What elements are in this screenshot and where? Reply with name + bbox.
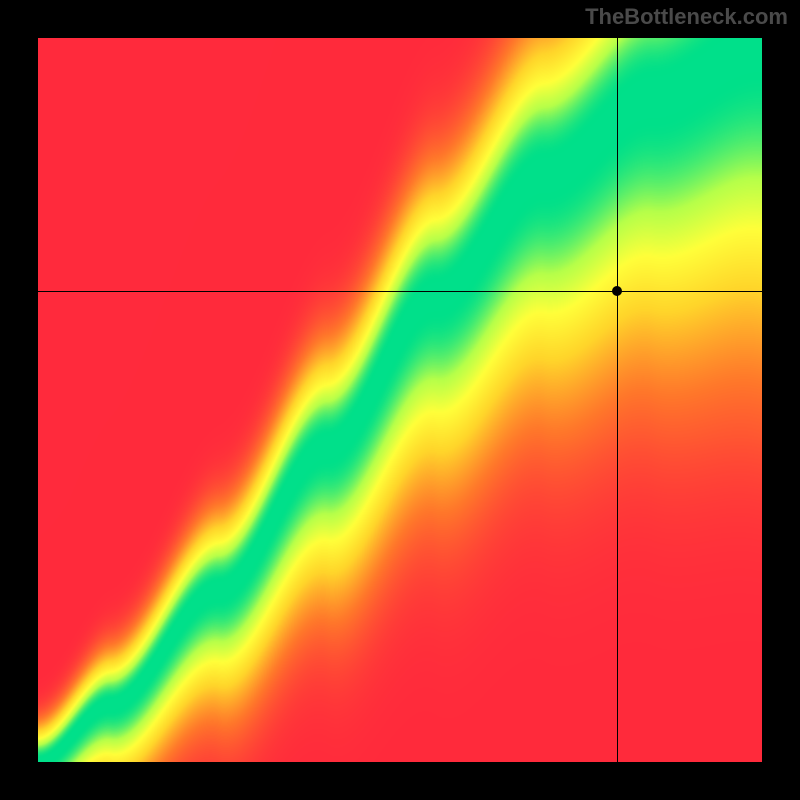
figure-container: TheBottleneck.com — [0, 0, 800, 800]
crosshair-horizontal — [38, 291, 762, 292]
crosshair-marker — [612, 286, 622, 296]
watermark-text: TheBottleneck.com — [585, 4, 788, 30]
heatmap-plot — [38, 38, 762, 762]
heatmap-canvas — [38, 38, 762, 762]
crosshair-vertical — [617, 38, 618, 762]
